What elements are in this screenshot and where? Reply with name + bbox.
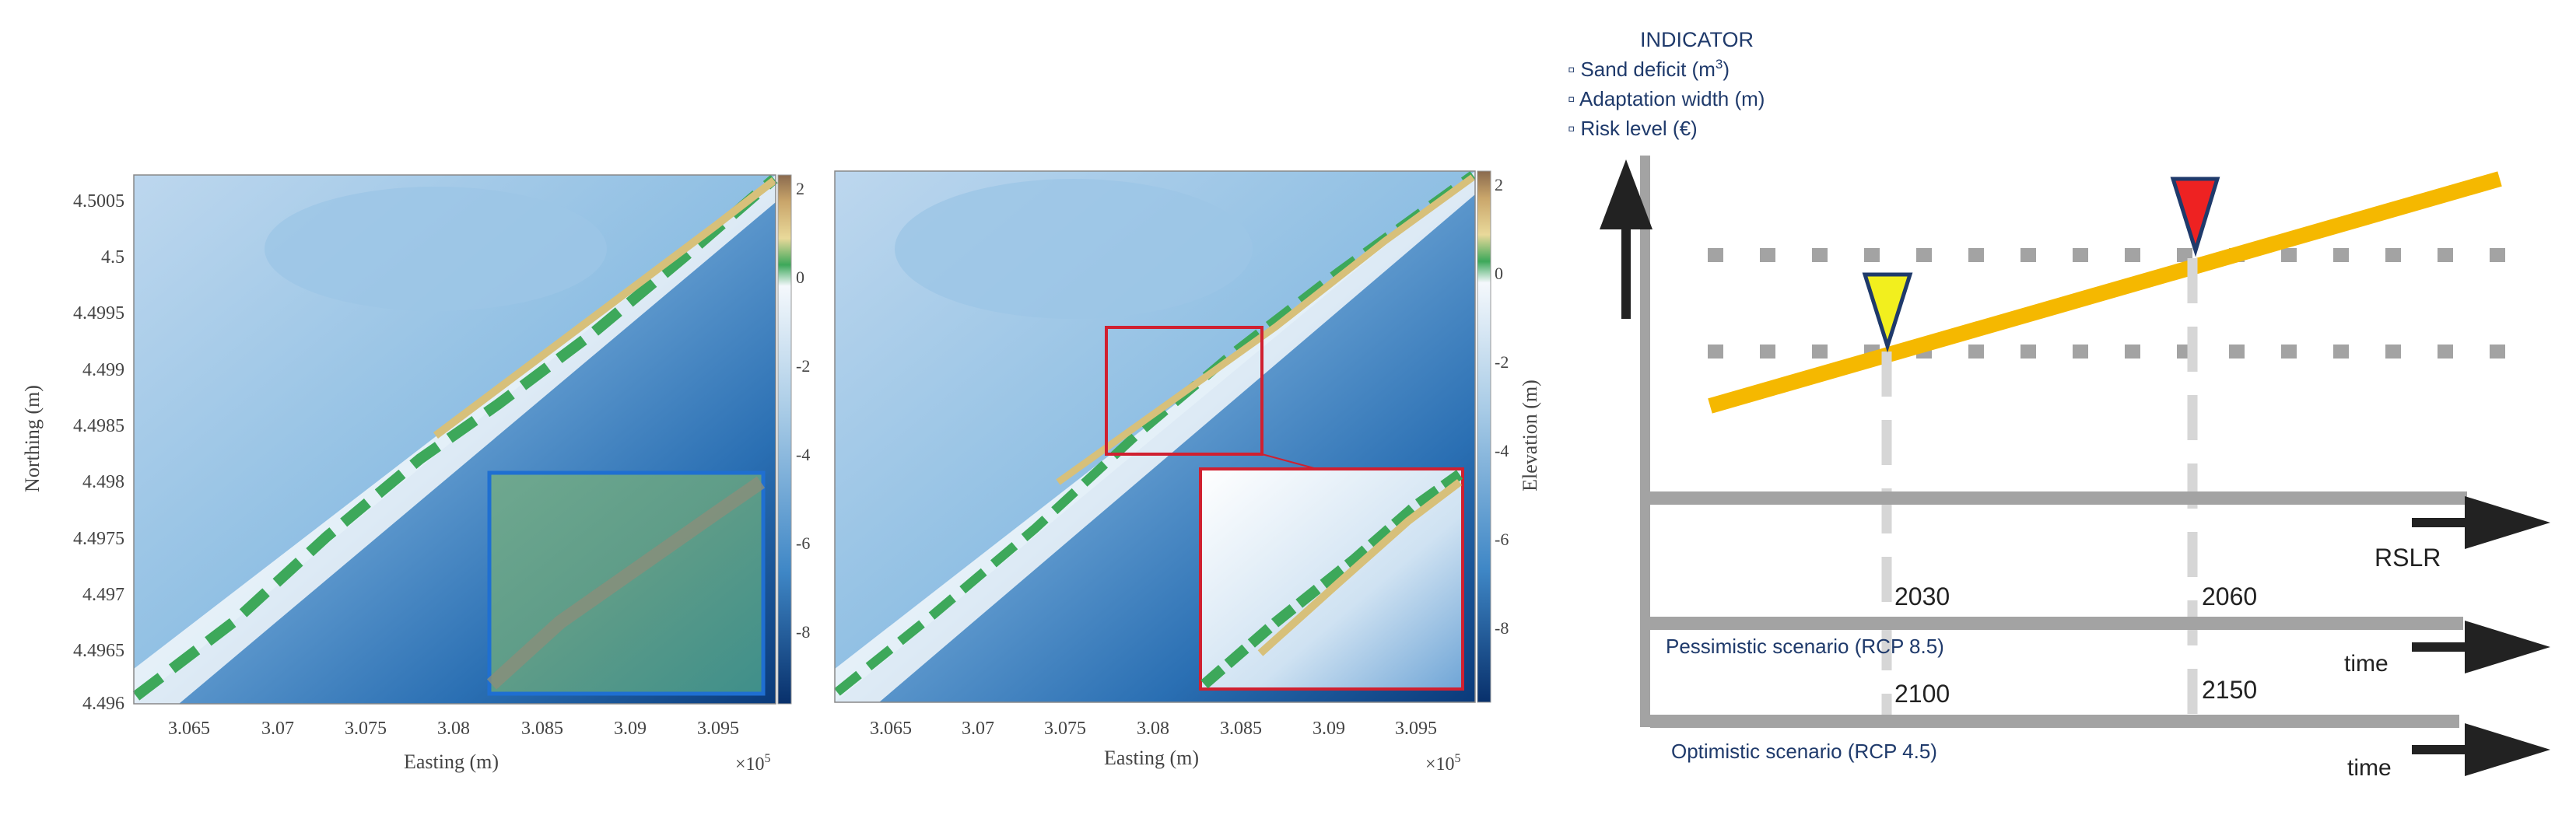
map-right-inset-vegetation (1200, 470, 1463, 689)
map-right-x-tick: 3.07 (962, 719, 994, 739)
scenario-diagram: INDICATOR ▫ Sand deficit (m3) ▫ Adaptati… (1568, 28, 2550, 781)
map-left-colorbar-tick: -4 (796, 445, 810, 464)
map-right-dune-vegetation (834, 171, 1476, 696)
rslr-axis (1650, 491, 2467, 505)
map-left-dune-crest (433, 177, 777, 439)
scenario-pessimistic-label: Pessimistic scenario (RCP 8.5) (1666, 635, 1944, 658)
map-left-y-tick: 4.5 (101, 247, 124, 268)
map-left-inset-dune (486, 476, 766, 690)
time-axis-optimistic (1650, 715, 2459, 728)
rslr-label: RSLR (2374, 544, 2441, 572)
time-arrow-shaft-optimistic (2412, 745, 2474, 754)
map-left-x-tick: 3.075 (345, 719, 387, 739)
time-label-optimistic: time (2347, 755, 2392, 781)
rslr-arrow-shaft (2412, 518, 2474, 527)
map-right-x-multiplier: ×105 (1425, 752, 1461, 775)
map-left-x-axis-label: Easting (m) (404, 750, 499, 773)
map-left-y-tick: 4.498 (82, 472, 124, 492)
scenario-optimistic-label: Optimistic scenario (RCP 4.5) (1671, 740, 1937, 763)
indicator-arrow-head (1600, 159, 1652, 229)
year-pessimistic-low: 2030 (1894, 582, 1950, 610)
map-right-colorbar-tick: 0 (1495, 264, 1503, 283)
indicator-arrow-shaft (1621, 210, 1631, 319)
map-left-y-tick: 4.4965 (73, 641, 124, 661)
map-right-x-tick: 3.09 (1313, 719, 1345, 739)
map-right-frame (834, 170, 1476, 703)
map-left-colorbar-tick: -2 (796, 356, 810, 376)
year-optimistic-low: 2100 (1894, 680, 1950, 708)
map-left-y-tick: 4.496 (82, 694, 124, 714)
map-left-x-tick: 3.08 (437, 719, 470, 739)
map-right-inset-dune (1257, 479, 1463, 656)
map-right-colorbar-tick: -6 (1495, 530, 1509, 549)
map-left-colorbar (777, 174, 792, 705)
time-arrow-head-optimistic (2465, 723, 2550, 776)
map-left-x-tick: 3.085 (521, 719, 563, 739)
map-left-x-tick: 3.07 (261, 719, 294, 739)
threshold-marker-high (2170, 177, 2220, 257)
map-right-colorbar-tick: -2 (1495, 352, 1509, 372)
map-right-x-tick: 3.065 (870, 719, 912, 739)
map-left-frame (133, 174, 776, 705)
map-right-colorbar-tick: -8 (1495, 618, 1509, 638)
map-left-shoal (265, 187, 607, 311)
map-right-colorbar-label: Elevation (m) (1519, 380, 1541, 491)
map-right-x-axis-label: Easting (m) (1104, 747, 1199, 769)
map-right-x-tick: 3.085 (1220, 719, 1262, 739)
map-left-colorbar-tick: -8 (796, 622, 810, 642)
map-left-y-tick: 4.4975 (73, 529, 124, 549)
time-axis-pessimistic (1650, 617, 2463, 630)
indicator-adaptation-width: ▫ Adaptation width (m) (1568, 87, 1765, 110)
map-left-y-tick: 4.5005 (73, 191, 124, 212)
time-arrow-head-pessimistic (2465, 621, 2550, 673)
map-left: Northing (m) Easting (m) ×105 4.5005 4.5… (21, 174, 810, 775)
indicator-sand-deficit: ▫ Sand deficit (m3) (1568, 57, 1730, 81)
map-right-shoal (895, 179, 1253, 319)
map-right-x-tick: 3.095 (1395, 719, 1437, 739)
map-right-x-tick: 3.075 (1044, 719, 1086, 739)
map-right: Easting (m) ×105 Elevation (m) 3.065 3.0… (834, 170, 1541, 775)
map-right-zoom-box (1105, 326, 1263, 456)
indicator-title: INDICATOR (1640, 28, 1754, 51)
time-label-pessimistic: time (2344, 651, 2388, 677)
rslr-arrow-head (2465, 496, 2550, 549)
map-left-x-tick: 3.095 (697, 719, 739, 739)
threshold-marker-low (1862, 272, 1913, 353)
map-right-dune-crest (1056, 174, 1475, 485)
time-arrow-shaft-pessimistic (2412, 642, 2474, 652)
map-left-x-tick: 3.065 (168, 719, 210, 739)
map-left-y-tick: 4.4985 (73, 416, 124, 436)
map-left-colorbar-tick: 2 (796, 179, 804, 198)
map-right-x-tick: 3.08 (1137, 719, 1169, 739)
diagram-vertical-axis (1640, 156, 1650, 727)
map-left-colorbar-tick: 0 (796, 268, 804, 287)
map-left-y-tick: 4.499 (82, 360, 124, 380)
map-right-colorbar-tick: -4 (1495, 441, 1509, 460)
map-left-colorbar-tick: -6 (796, 533, 810, 553)
rslr-trend-line (1708, 171, 2502, 414)
map-left-y-tick: 4.4995 (73, 303, 124, 324)
map-right-colorbar-tick: 2 (1495, 175, 1503, 194)
year-pessimistic-high: 2060 (2202, 582, 2257, 610)
indicator-risk-level: ▫ Risk level (€) (1568, 117, 1698, 140)
map-left-dune-vegetation (132, 174, 778, 701)
year-optimistic-high: 2150 (2202, 676, 2257, 704)
map-left-y-tick: 4.497 (82, 585, 124, 605)
indicator-list: ▫ Sand deficit (m3) ▫ Adaptation width (… (1568, 57, 1765, 140)
map-left-x-multiplier: ×105 (735, 752, 771, 775)
map-left-x-tick: 3.09 (614, 719, 647, 739)
map-left-y-axis-label: Northing (m) (21, 385, 44, 492)
map-right-surf-zone (835, 171, 1475, 702)
map-right-colorbar (1477, 170, 1491, 703)
